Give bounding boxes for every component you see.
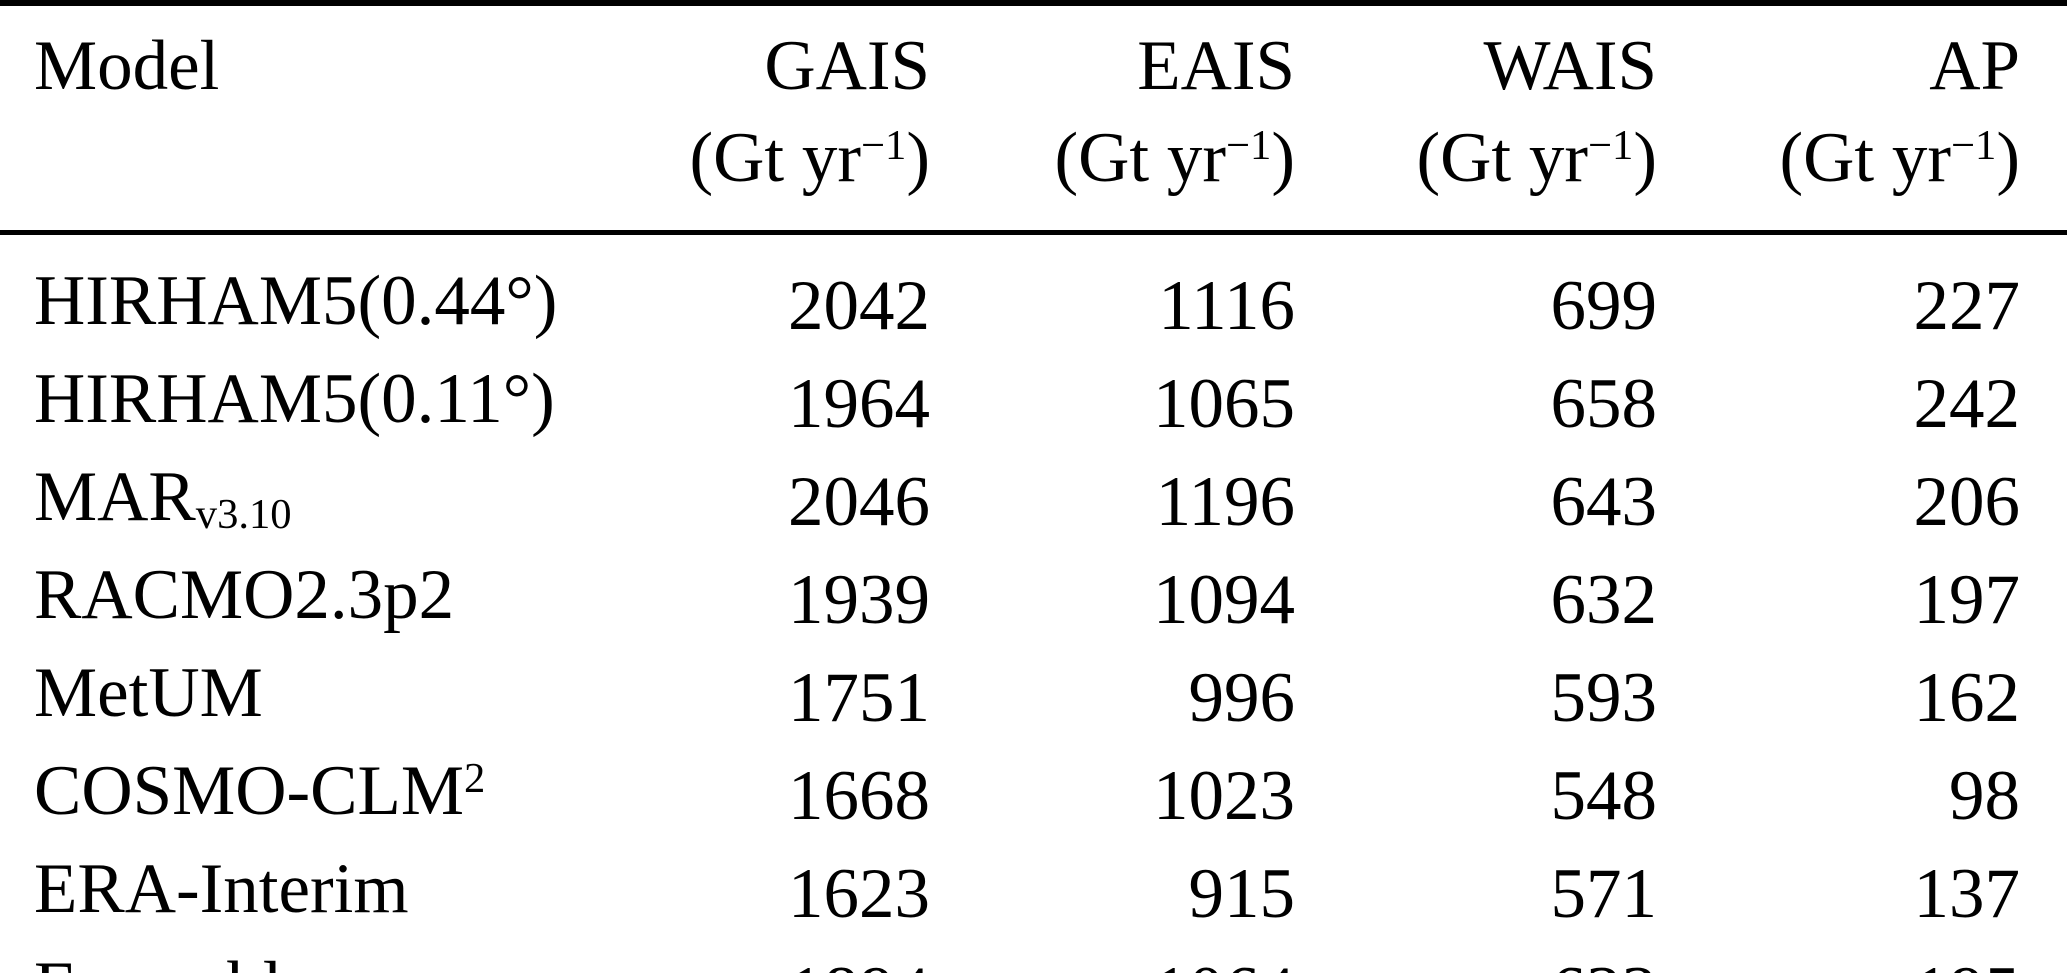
- model-name: COSMO-CLM: [34, 752, 465, 830]
- model-name-cell: MARv3.10: [0, 453, 620, 551]
- gais-value-cell: 2042: [788, 267, 930, 345]
- model-name: HIRHAM5(0.11°): [34, 360, 555, 438]
- ap-value-cell: 137: [1913, 855, 2021, 933]
- column-header-unit: (Gt yr−1): [1657, 112, 2020, 214]
- ap-value-cell: 162: [1913, 659, 2021, 737]
- ap-value-cell: 206: [1913, 463, 2021, 541]
- gais-value-cell: 2046: [788, 463, 930, 541]
- wais-value-cell: 571: [1550, 855, 1658, 933]
- eais-value-cell: 1094: [1153, 561, 1295, 639]
- gais-value-cell: 1964: [788, 365, 930, 443]
- ap-value-cell: 242: [1913, 365, 2021, 443]
- model-name: HIRHAM5(0.44°): [34, 262, 558, 340]
- table-row: HIRHAM5(0.44°) 2042 1116 699 227: [0, 233, 2067, 356]
- eais-value-cell: 1023: [1153, 757, 1295, 835]
- model-name-cell: HIRHAM5(0.44°): [0, 233, 620, 356]
- wais-value-cell: 633: [1295, 943, 1658, 973]
- model-name-cell: ERA-Interim: [0, 845, 620, 943]
- column-header-model: Model: [0, 3, 620, 233]
- column-header-ap: AP (Gt yr−1): [1657, 3, 2067, 233]
- ap-value-cell: 227: [1913, 267, 2021, 345]
- unit-text-close: ): [1996, 119, 2020, 197]
- table-row: MetUM 1751 996 593 162: [0, 649, 2067, 747]
- model-name-subscript: v3.10: [195, 490, 292, 538]
- unit-text: (Gt yr: [1054, 119, 1227, 197]
- wais-value-cell: 643: [1550, 463, 1658, 541]
- column-header-label: WAIS: [1483, 27, 1657, 105]
- model-name-cell: Ensemble mean: [0, 943, 620, 973]
- model-name: MetUM: [34, 654, 263, 732]
- unit-exponent: −1: [861, 121, 907, 169]
- model-name-cell: HIRHAM5(0.11°): [0, 355, 620, 453]
- column-header-wais: WAIS (Gt yr−1): [1295, 3, 1657, 233]
- table-row: COSMO-CLM2 1668 1023 548 98: [0, 747, 2067, 845]
- wais-value-cell: 593: [1550, 659, 1658, 737]
- unit-text: (Gt yr: [689, 119, 862, 197]
- wais-value-cell: 699: [1550, 267, 1658, 345]
- unit-text-close: ): [906, 119, 930, 197]
- gais-value-cell: 1751: [788, 659, 930, 737]
- model-name: Ensemble mean: [34, 948, 485, 973]
- eais-value-cell: 1116: [1158, 267, 1295, 345]
- table-row: MARv3.10 2046 1196 643 206: [0, 453, 2067, 551]
- model-name: ERA-Interim: [34, 850, 409, 928]
- column-header-unit: (Gt yr−1): [930, 112, 1295, 214]
- table-row: Ensemble mean 1894 1064 633 195: [0, 943, 2067, 973]
- eais-value-cell: 1065: [1153, 365, 1295, 443]
- header-row: Model GAIS (Gt yr−1) EAIS (Gt yr−1) WAIS…: [0, 3, 2067, 233]
- unit-exponent: −1: [1226, 121, 1272, 169]
- column-header-label: AP: [1929, 27, 2020, 105]
- table-row: RACMO2.3p2 1939 1094 632 197: [0, 551, 2067, 649]
- unit-text: (Gt yr: [1779, 119, 1952, 197]
- model-name: MAR: [34, 458, 196, 536]
- unit-text-close: ): [1633, 119, 1657, 197]
- table-row: ERA-Interim 1623 915 571 137: [0, 845, 2067, 943]
- table-row: HIRHAM5(0.11°) 1964 1065 658 242: [0, 355, 2067, 453]
- column-header-unit: (Gt yr−1): [1295, 112, 1657, 214]
- gais-value-cell: 1668: [788, 757, 930, 835]
- eais-value-cell: 996: [1188, 659, 1296, 737]
- model-name: RACMO2.3p2: [34, 556, 455, 634]
- eais-value-cell: 1196: [1155, 463, 1295, 541]
- gais-value-cell: 1894: [620, 943, 930, 973]
- wais-value-cell: 658: [1550, 365, 1658, 443]
- column-header-label: Model: [34, 27, 220, 105]
- unit-exponent: −1: [1951, 121, 1997, 169]
- unit-text-close: ): [1271, 119, 1295, 197]
- gais-value-cell: 1939: [788, 561, 930, 639]
- model-name-cell: MetUM: [0, 649, 620, 747]
- ap-value-cell: 195: [1657, 943, 2067, 973]
- column-header-unit: (Gt yr−1): [620, 112, 930, 214]
- ap-value-cell: 98: [1949, 757, 2020, 835]
- unit-text: (Gt yr: [1416, 119, 1589, 197]
- unit-exponent: −1: [1588, 121, 1634, 169]
- wais-value-cell: 632: [1550, 561, 1658, 639]
- column-header-label: GAIS: [764, 27, 930, 105]
- wais-value-cell: 548: [1550, 757, 1658, 835]
- model-name-superscript: 2: [464, 754, 486, 802]
- eais-value-cell: 915: [1188, 855, 1296, 933]
- model-name-cell: RACMO2.3p2: [0, 551, 620, 649]
- gais-value-cell: 1623: [788, 855, 930, 933]
- ap-value-cell: 197: [1913, 561, 2021, 639]
- column-header-label: EAIS: [1137, 27, 1295, 105]
- column-header-eais: EAIS (Gt yr−1): [930, 3, 1295, 233]
- model-name-cell: COSMO-CLM2: [0, 747, 620, 845]
- column-header-gais: GAIS (Gt yr−1): [620, 3, 930, 233]
- eais-value-cell: 1064: [930, 943, 1295, 973]
